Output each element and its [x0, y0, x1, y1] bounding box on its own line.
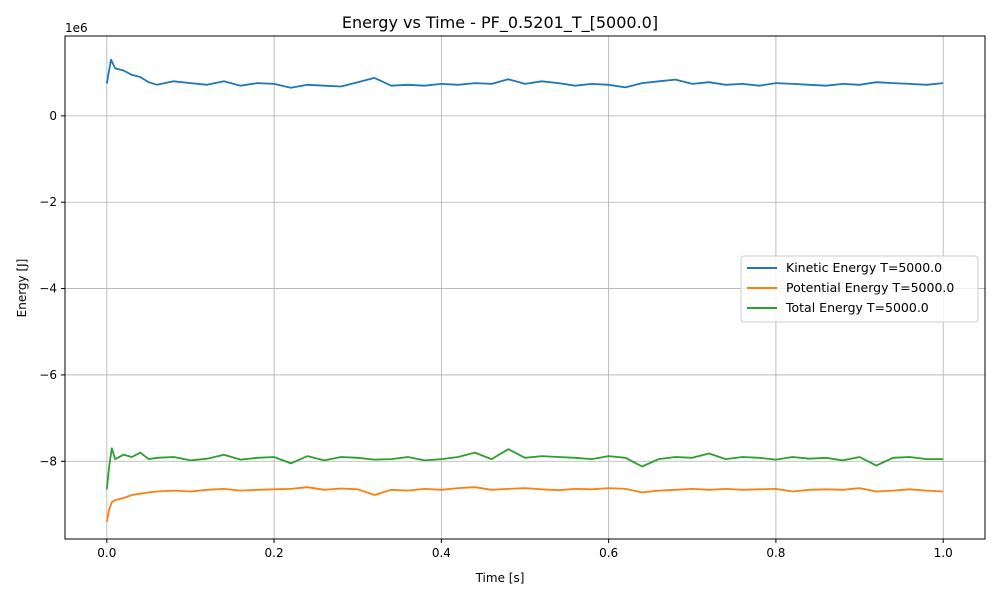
series-layer: [105, 58, 944, 522]
series-line-0: [105, 58, 944, 89]
x-tick-label: 0.4: [432, 546, 451, 560]
x-tick-label: 0.2: [265, 546, 284, 560]
x-axis-ticks: 0.0 0.2 0.4 0.6 0.8 1.0: [97, 539, 953, 560]
x-tick-label: 0.8: [766, 546, 785, 560]
legend-label-0: Kinetic Energy T=5000.0: [786, 260, 942, 275]
series-line-2: [105, 447, 944, 490]
x-axis-label: Time [s]: [475, 571, 525, 585]
series-line-1: [105, 486, 944, 522]
y-tick-label: −6: [39, 368, 57, 382]
x-tick-label: 1.0: [934, 546, 953, 560]
legend-label-2: Total Energy T=5000.0: [785, 300, 929, 315]
y-tick-label: 0: [49, 109, 57, 123]
chart-title: Energy vs Time - PF_0.5201_T_[5000.0]: [342, 13, 658, 33]
y-axis-label: Energy [J]: [15, 259, 29, 318]
legend-box: [740, 255, 979, 323]
y-tick-label: −2: [39, 195, 57, 209]
legend: Kinetic Energy T=5000.0 Potential Energy …: [740, 255, 979, 323]
x-tick-label: 0.6: [599, 546, 618, 560]
y-axis-ticks: −8 −6 −4 −2 0: [39, 109, 65, 468]
y-tick-label: −4: [39, 282, 57, 296]
legend-label-1: Potential Energy T=5000.0: [786, 280, 954, 295]
grid: [65, 36, 985, 539]
y-tick-label: −8: [39, 454, 57, 468]
y-axis-scale-label: 1e6: [65, 21, 88, 35]
plot-frame: [64, 35, 986, 540]
legend-entries: Kinetic Energy T=5000.0 Potential Energy …: [747, 260, 954, 315]
x-tick-label: 0.0: [97, 546, 116, 560]
